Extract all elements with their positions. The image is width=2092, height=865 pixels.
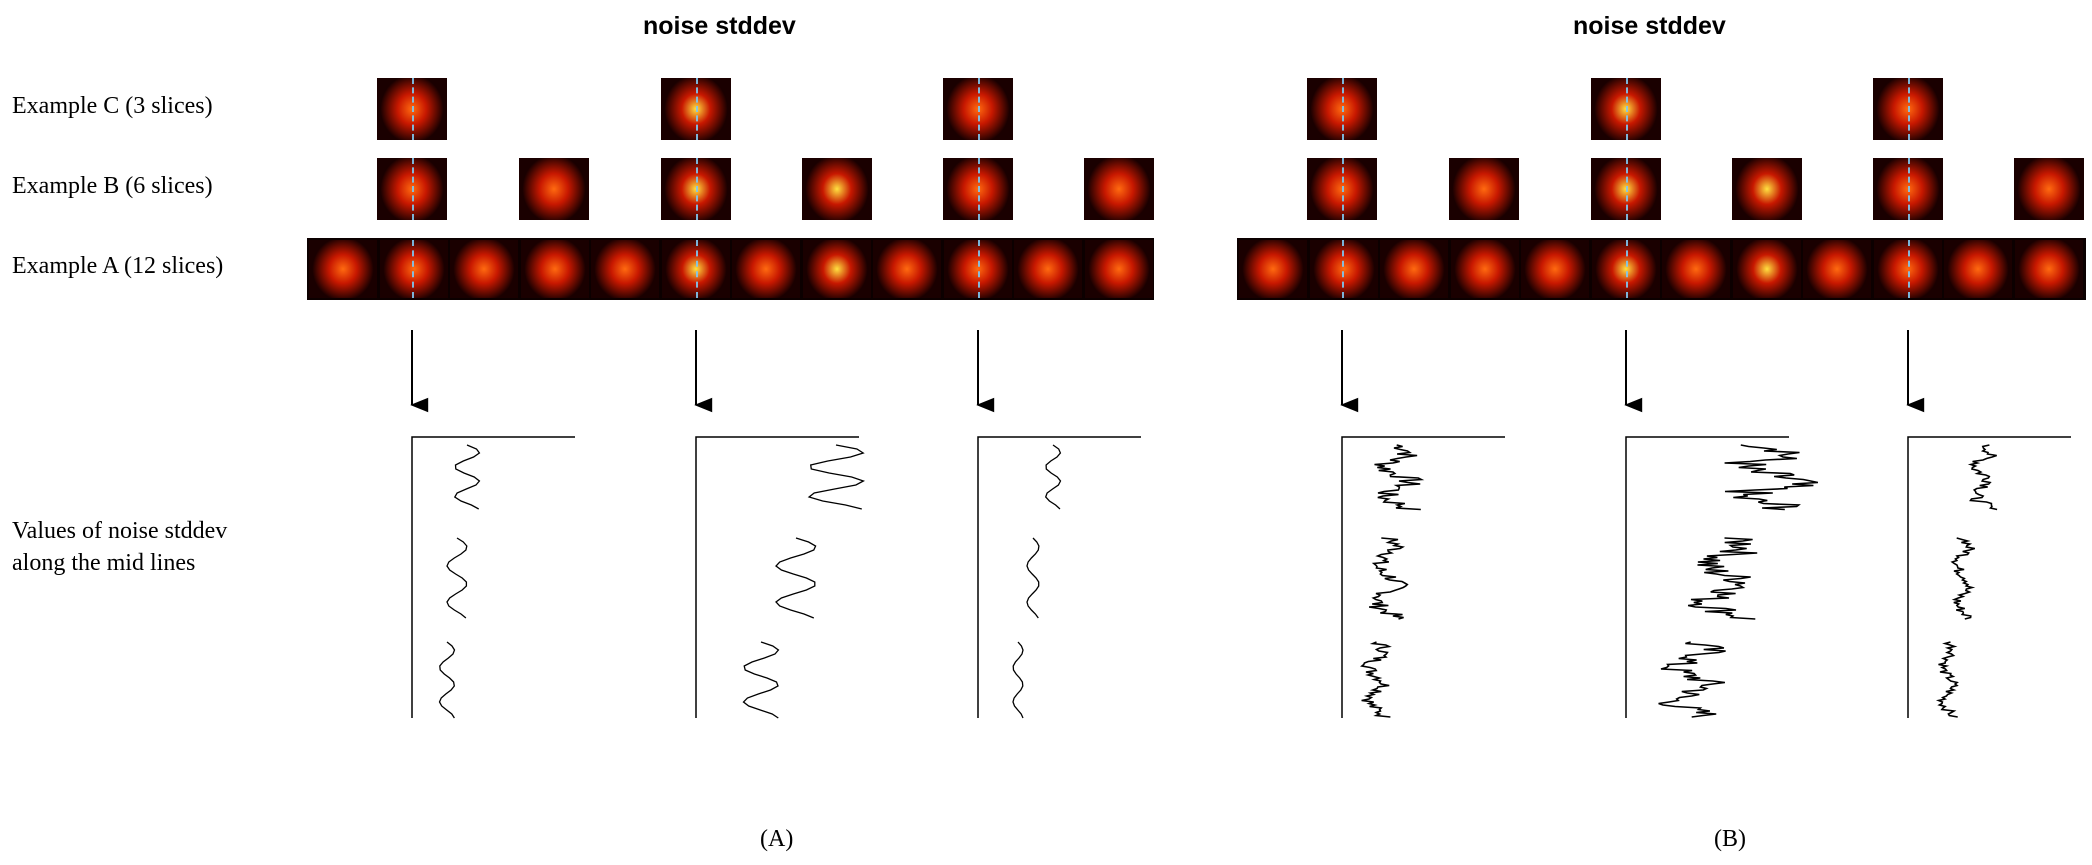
plot-label-line1: Values of noise stddev [12,518,228,544]
midline-marker [1626,240,1628,298]
row-label-example-b: Example B (6 slices) [12,173,213,199]
example-a-slice-7-panel-b [1662,240,1730,298]
midline-marker [1342,240,1344,298]
midline-marker [978,78,980,140]
midline-marker [412,240,414,298]
midline-marker [1626,78,1628,140]
midline-marker [412,78,414,140]
midline-marker [696,240,698,298]
example-a-slice-10-panel-b [1873,240,1942,298]
noise-trace [446,537,468,619]
noise-trace [1044,444,1062,510]
noise-trace [1368,537,1409,620]
example-a-slice-9-panel-a [873,240,941,298]
midline-marker [1908,78,1910,140]
example-a-slice-11-panel-b [1944,240,2012,298]
panel-b-caption: (B) [1714,826,1746,852]
midline-marker [978,158,980,220]
plot-axes [695,436,859,718]
example-a-slice-7-panel-a [732,240,800,298]
noise-trace [742,641,780,719]
noise-trace [1360,641,1392,718]
example-a-slice-11-panel-a [1014,240,1082,298]
noise-trace [807,444,866,510]
example-b-slice-6-panel-b [2014,158,2084,220]
example-b-slice-6-panel-a [1084,158,1154,220]
example-b-slice-2-panel-a [519,158,589,220]
midline-marker [1908,240,1910,298]
row-label-example-c: Example C (3 slices) [12,93,213,119]
plot-axes [1907,436,2071,718]
example-b-slice-2-panel-b [1449,158,1519,220]
midline-marker [1342,78,1344,140]
example-b-slice-4-panel-b [1732,158,1802,220]
example-a-slice-8-panel-a [802,240,871,298]
noise-trace [1687,537,1758,620]
noise-trace [775,537,817,619]
plot-axes [1341,436,1505,718]
noise-trace [1026,537,1040,619]
noise-trace [1374,444,1425,511]
example-a-slice-12-panel-a [1084,240,1153,298]
example-a-slice-1-panel-a [309,240,377,298]
example-a-slice-12-panel-b [2014,240,2083,298]
midline-marker [696,158,698,220]
example-b-slice-4-panel-a [802,158,872,220]
example-a-slice-9-panel-b [1803,240,1871,298]
midline-marker [412,158,414,220]
midline-marker [978,240,980,298]
noise-trace [1950,537,1976,620]
example-a-slice-4-panel-a [520,240,589,298]
noise-trace [438,641,456,719]
example-a-slice-10-panel-a [943,240,1012,298]
example-a-slice-5-panel-a [591,240,659,298]
plot-axes [1625,436,1789,718]
example-a-slice-5-panel-b [1521,240,1589,298]
midline-marker [1342,158,1344,220]
example-a-slice-1-panel-b [1239,240,1307,298]
panel-a-title: noise stddev [643,12,796,40]
noise-trace [1935,641,1959,718]
example-a-slice-3-panel-b [1380,240,1448,298]
midline-marker [1626,158,1628,220]
noise-trace [1658,641,1726,718]
plot-axes [411,436,575,718]
example-a-strip-panel-a [307,238,1154,300]
row-label-example-a: Example A (12 slices) [12,253,224,279]
plot-label-line2: along the mid lines [12,550,196,576]
noise-trace [1012,641,1024,719]
example-a-slice-4-panel-b [1450,240,1519,298]
midline-marker [1908,158,1910,220]
noise-trace [1724,444,1819,511]
noise-trace [453,444,481,510]
midline-marker [696,78,698,140]
example-a-slice-3-panel-a [450,240,518,298]
panel-a-caption: (A) [760,826,794,852]
example-a-slice-6-panel-a [661,240,730,298]
plot-axes [977,436,1141,718]
noise-trace [1967,444,1998,511]
example-a-slice-6-panel-b [1591,240,1660,298]
example-a-slice-8-panel-b [1732,240,1801,298]
panel-b-title: noise stddev [1573,12,1726,40]
